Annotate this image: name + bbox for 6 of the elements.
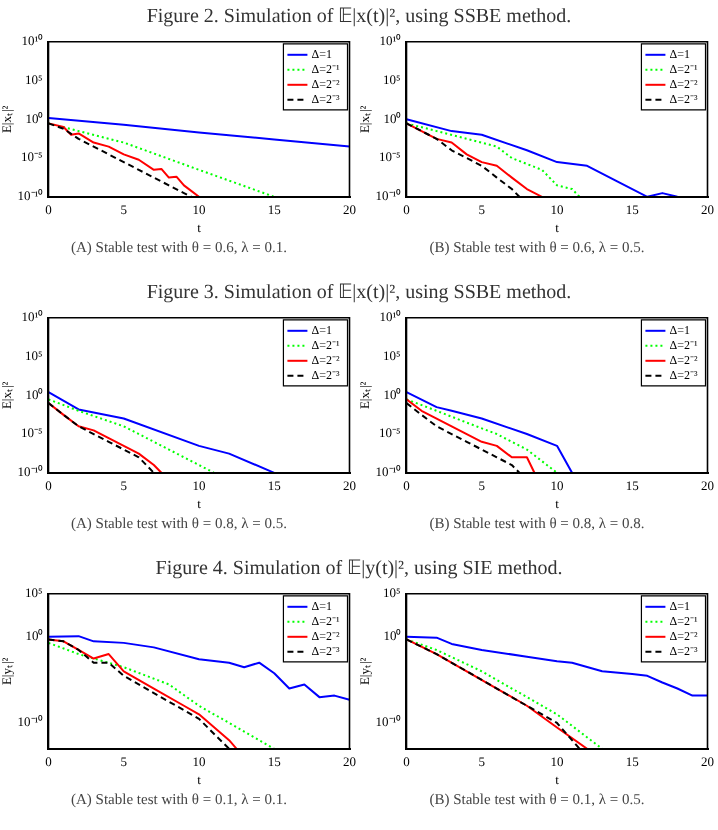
line-series: [48, 641, 276, 749]
chart-title: Figure 3. Simulation of 𝔼|x(t)|², using SSBE method.: [144, 280, 574, 304]
chart-title: Figure 2. Simulation of 𝔼|x(t)|², using SSBE method.: [144, 4, 574, 28]
line-series: [48, 398, 216, 473]
line-series: [406, 122, 581, 197]
chart-title: Figure 4. Simulation of 𝔼|y(t)|², using SIE method.: [153, 556, 565, 580]
